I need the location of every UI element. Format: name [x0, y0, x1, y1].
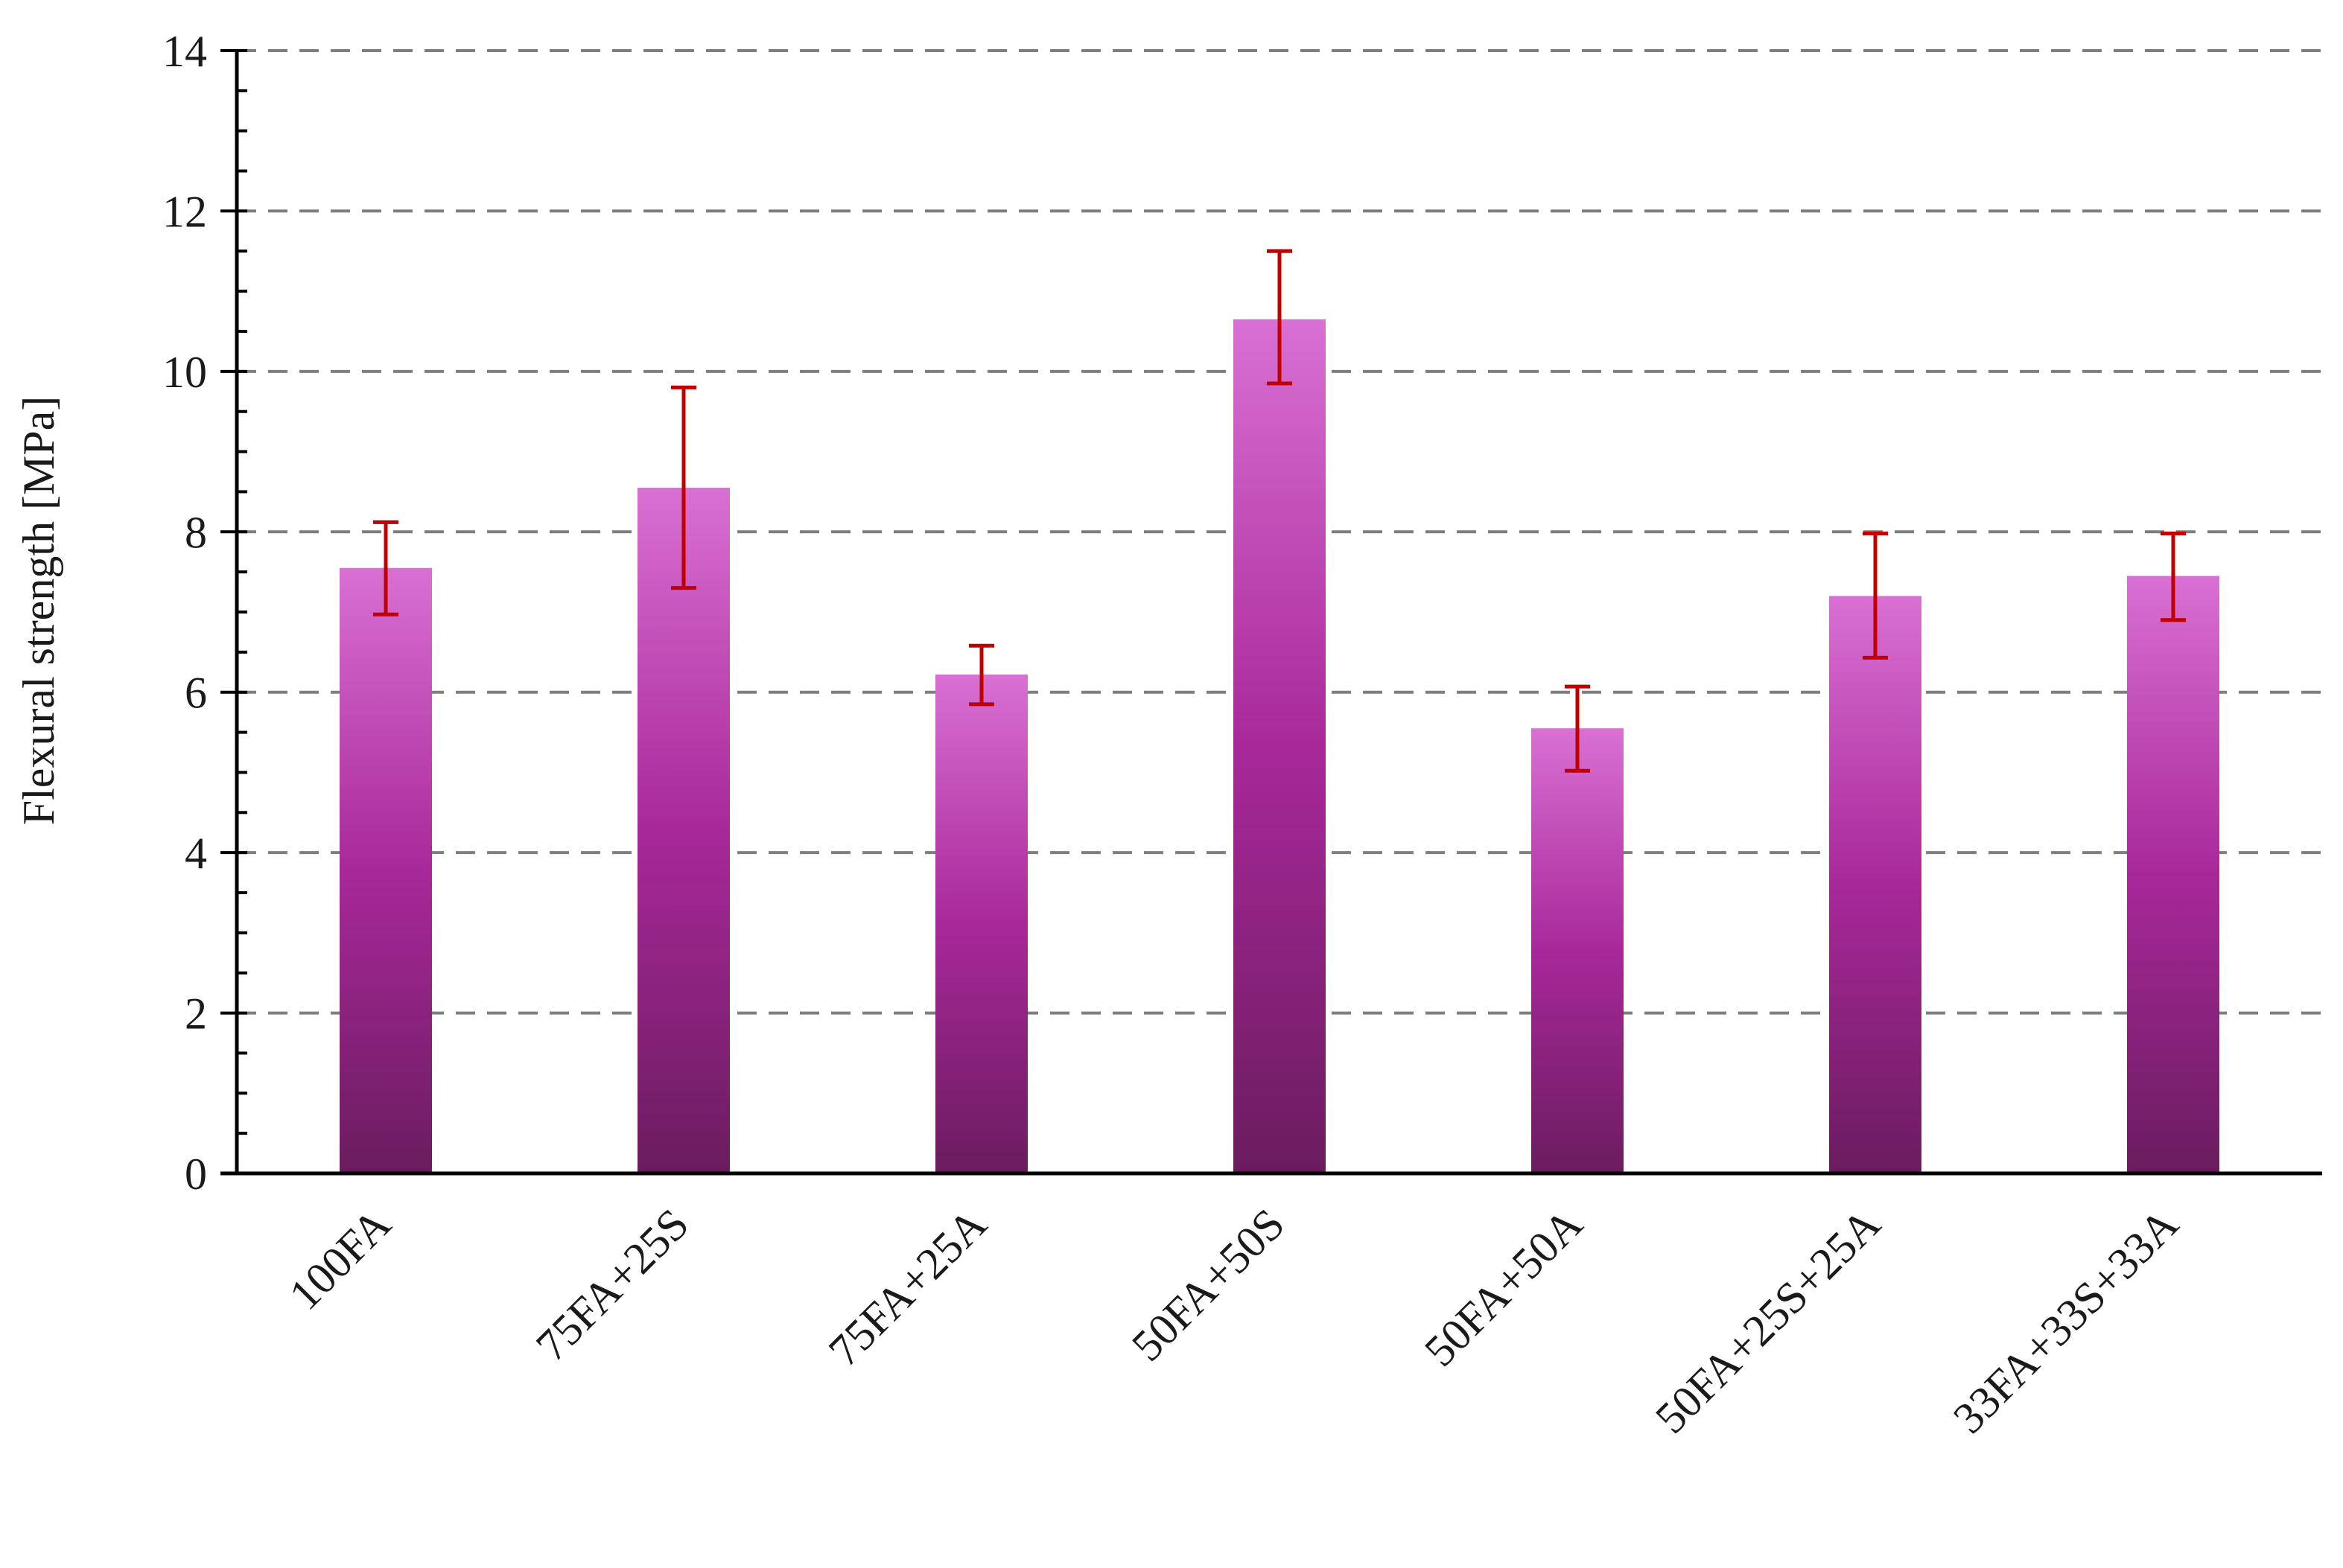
- error-bar: [373, 520, 398, 616]
- x-category-label: 50FA+50A: [1415, 1199, 1592, 1376]
- error-bar: [1863, 531, 1888, 660]
- bar: [1233, 319, 1326, 1173]
- error-bar: [1267, 249, 1292, 386]
- error-bar: [1565, 684, 1590, 773]
- x-category-label: 50FA+25S+25A: [1646, 1199, 1889, 1443]
- bar: [638, 488, 730, 1173]
- bar: [2127, 576, 2219, 1173]
- x-category-label: 50FA+50S: [1122, 1199, 1294, 1371]
- y-tick-label: 12: [162, 187, 207, 236]
- y-tick-label: 10: [162, 348, 207, 397]
- y-tick-labels: 0 2 4 6 8 10 12 14: [162, 27, 207, 1199]
- error-bar: [671, 385, 696, 590]
- x-category-label: 33FA+33S+33A: [1944, 1199, 2187, 1443]
- error-bar: [969, 643, 994, 707]
- error-bars: [373, 249, 2186, 773]
- y-tick-label: 2: [185, 989, 207, 1039]
- bars: [340, 319, 2219, 1173]
- bar: [1829, 596, 1921, 1173]
- x-category-label: 100FA: [280, 1199, 400, 1319]
- bar: [935, 675, 1028, 1173]
- bar: [340, 567, 432, 1173]
- y-axis-title: Flexural strength [MPa]: [14, 396, 63, 826]
- axes: [220, 49, 2322, 1176]
- y-tick-label: 0: [185, 1150, 207, 1199]
- y-tick-label: 4: [185, 829, 207, 878]
- y-tick-label: 8: [185, 508, 207, 557]
- y-tick-label: 6: [185, 669, 207, 718]
- bar: [1531, 728, 1624, 1173]
- x-category-labels: 100FA 75FA+25S 75FA+25A 50FA+50S 50FA+50A 50F…: [280, 1199, 2187, 1443]
- y-tick-label: 14: [162, 27, 207, 76]
- x-category-label: 75FA+25A: [819, 1199, 996, 1376]
- x-category-label: 75FA+25S: [527, 1199, 698, 1371]
- error-bar: [2161, 531, 2186, 622]
